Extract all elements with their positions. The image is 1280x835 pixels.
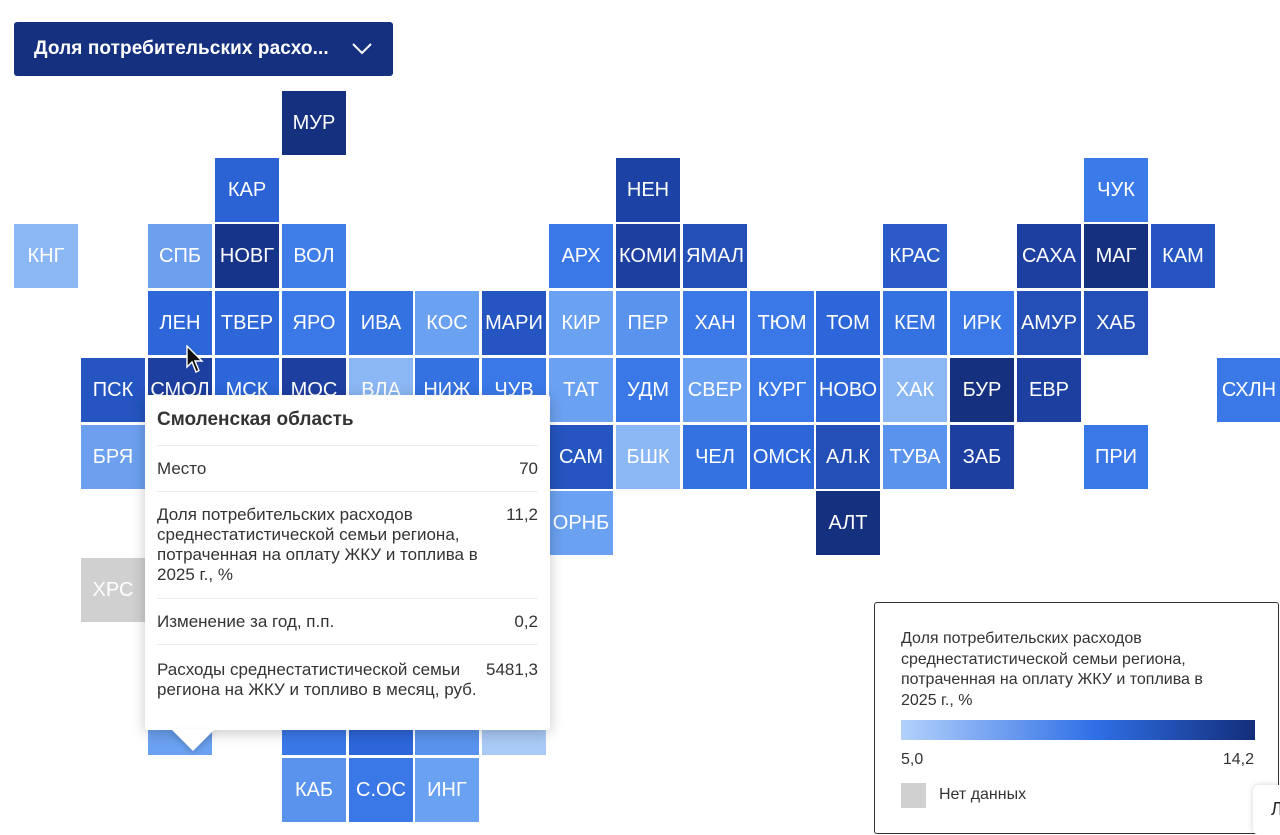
region-tile[interactable]: СПБ <box>148 224 212 288</box>
region-tile[interactable]: ХРС <box>81 558 145 622</box>
region-tile[interactable]: БШК <box>616 425 680 489</box>
region-tile[interactable]: АЛ.К <box>816 425 880 489</box>
region-tile[interactable]: КАМ <box>1151 224 1215 288</box>
region-tile[interactable]: ПЕР <box>616 291 680 355</box>
no-data-label: Нет данных <box>939 786 1027 803</box>
tooltip-row-value: 70 <box>519 458 538 478</box>
region-tile[interactable]: КУРГ <box>750 358 814 422</box>
region-tile[interactable]: ЧЕЛ <box>683 425 747 489</box>
legend-max-value: 14,2 <box>1222 751 1254 768</box>
region-tile[interactable]: ИНГ <box>415 758 479 822</box>
region-tile[interactable]: ХАН <box>683 291 747 355</box>
region-tile[interactable]: БРЯ <box>81 425 145 489</box>
region-tile[interactable]: ЛЕН <box>148 291 212 355</box>
region-tile[interactable]: ТОМ <box>816 291 880 355</box>
region-tile[interactable]: ЯРО <box>282 291 346 355</box>
region-tile[interactable]: КОС <box>415 291 479 355</box>
chevron-down-icon <box>351 38 373 60</box>
indicator-dropdown[interactable]: Доля потребительских расхо... <box>14 22 393 76</box>
region-tile[interactable]: ХАК <box>883 358 947 422</box>
tooltip-pointer <box>171 729 215 751</box>
tooltip-row-value: 5481,3 <box>486 660 538 679</box>
region-tile[interactable]: КОМИ <box>616 224 680 288</box>
region-tile[interactable]: БУР <box>950 358 1014 422</box>
tooltip-row-label: Расходы среднестатистической семьи регио… <box>157 660 477 699</box>
region-tile[interactable]: ЧУК <box>1084 158 1148 222</box>
region-tile[interactable]: МУР <box>282 91 346 155</box>
tooltip-row-label: Доля потребительских расходов среднестат… <box>157 505 478 584</box>
region-tile[interactable]: ТУВА <box>883 425 947 489</box>
region-tile[interactable]: ОМСК <box>750 425 814 489</box>
tooltip-row-share: Доля потребительских расходов среднестат… <box>157 492 538 599</box>
region-tile[interactable]: АЛТ <box>816 491 880 555</box>
region-tile[interactable]: ЕВР <box>1017 358 1081 422</box>
region-tile[interactable]: КЕМ <box>883 291 947 355</box>
region-tile[interactable]: ЗАБ <box>950 425 1014 489</box>
region-tile[interactable]: САМ <box>549 425 613 489</box>
region-tile[interactable]: АРХ <box>549 224 613 288</box>
region-tile[interactable]: СХЛН <box>1217 358 1280 422</box>
legend-min-value: 5,0 <box>901 751 924 768</box>
color-legend: Доля потребительских расходов среднестат… <box>874 602 1279 834</box>
region-tile[interactable]: С.ОС <box>349 758 413 822</box>
region-tile[interactable]: НОВО <box>816 358 880 422</box>
legend-color-scale <box>901 720 1255 740</box>
region-tile[interactable]: ИВА <box>349 291 413 355</box>
region-tile[interactable]: НЕН <box>616 158 680 222</box>
region-tile[interactable]: КРАС <box>883 224 947 288</box>
region-tile[interactable]: ТВЕР <box>215 291 279 355</box>
region-tile[interactable]: КНГ <box>14 224 78 288</box>
mouse-pointer-icon <box>186 344 206 380</box>
dropdown-label: Доля потребительских расхо... <box>34 38 329 59</box>
region-tile[interactable]: САХА <box>1017 224 1081 288</box>
region-tile[interactable]: КАР <box>215 158 279 222</box>
tooltip-title: Смоленская область <box>157 395 538 446</box>
region-tile[interactable]: НОВГ <box>215 224 279 288</box>
region-tile[interactable]: КАБ <box>282 758 346 822</box>
region-tile[interactable]: ПРИ <box>1084 425 1148 489</box>
tooltip-row-label: Изменение за год, п.п. <box>157 611 335 631</box>
region-tile[interactable]: ТЮМ <box>750 291 814 355</box>
region-tile[interactable]: ВОЛ <box>282 224 346 288</box>
region-tile[interactable]: АМУР <box>1017 291 1081 355</box>
region-tooltip: Смоленская область Место 70 Доля потреби… <box>145 395 550 730</box>
region-tile[interactable]: ТАТ <box>549 358 613 422</box>
region-tile[interactable]: МАГ <box>1084 224 1148 288</box>
tooltip-row-value: 0,2 <box>514 611 538 631</box>
tooltip-row-change: Изменение за год, п.п. 0,2 <box>157 599 538 645</box>
region-tile[interactable]: УДМ <box>616 358 680 422</box>
region-tile[interactable]: КИР <box>549 291 613 355</box>
region-tile[interactable]: МАРИ <box>482 291 546 355</box>
tooltip-row-label: Место <box>157 458 207 478</box>
tooltip-row-rank: Место 70 <box>157 446 538 492</box>
tooltip-row-value: 11,2 <box>506 505 538 524</box>
region-tile[interactable]: СВЕР <box>683 358 747 422</box>
region-tile[interactable]: ЯМАЛ <box>683 224 747 288</box>
region-tile[interactable]: ОРНБ <box>549 491 613 555</box>
no-data-swatch <box>901 783 926 808</box>
region-tile[interactable]: ХАБ <box>1084 291 1148 355</box>
legend-title: Доля потребительских расходов среднестат… <box>901 630 1203 709</box>
region-tile[interactable]: ИРК <box>950 291 1014 355</box>
region-tile[interactable]: ПСК <box>81 358 145 422</box>
corner-button[interactable]: Л <box>1253 785 1280 835</box>
tooltip-row-expenses: Расходы среднестатистической семьи регио… <box>157 645 538 730</box>
